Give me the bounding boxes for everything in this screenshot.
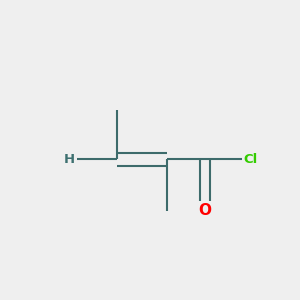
- Text: O: O: [199, 203, 212, 218]
- Text: H: H: [64, 153, 75, 166]
- Text: Cl: Cl: [244, 153, 258, 166]
